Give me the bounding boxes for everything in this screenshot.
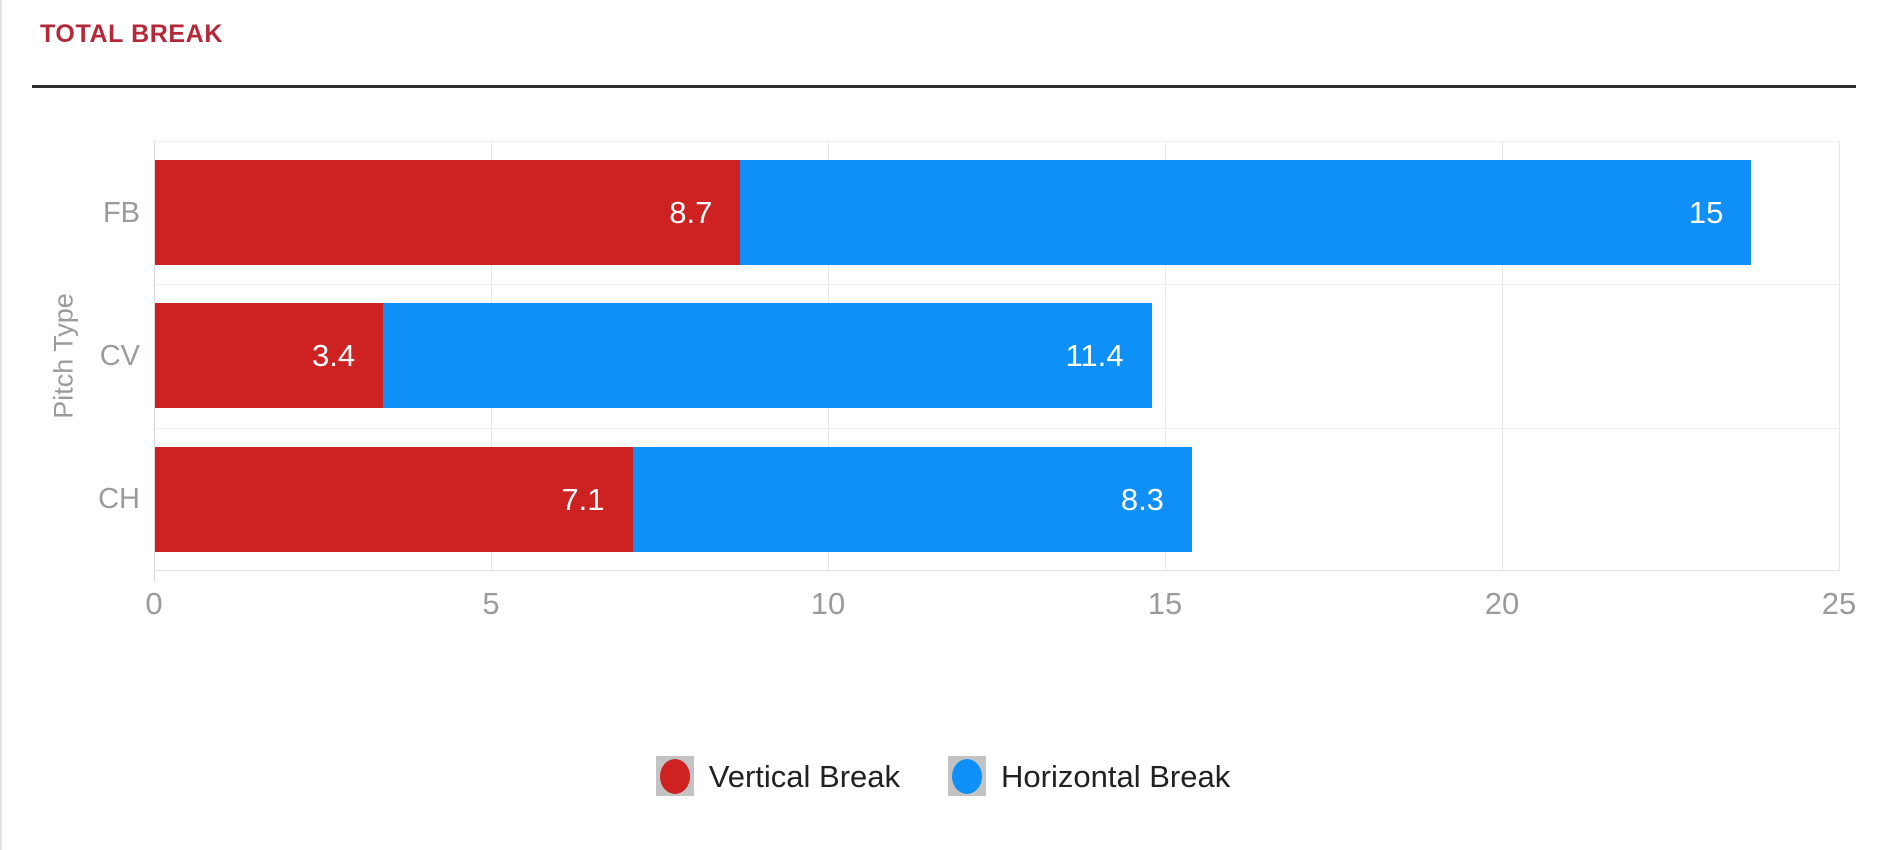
legend-item-vertical-break[interactable]: Vertical Break bbox=[655, 756, 901, 796]
bar-segment-horizontal-break[interactable]: 15 bbox=[740, 160, 1752, 266]
bar-segment-horizontal-break[interactable]: 8.3 bbox=[632, 446, 1192, 552]
gridline bbox=[1165, 141, 1166, 571]
x-tick-label: 10 bbox=[810, 586, 846, 621]
stacked-bar: 7.1 8.3 bbox=[154, 446, 1192, 552]
category-label: CV bbox=[99, 340, 140, 372]
y-axis-line bbox=[154, 141, 155, 582]
bar-value-label: 3.4 bbox=[312, 338, 356, 374]
x-tick-label: 15 bbox=[1147, 586, 1183, 621]
x-tick-label: 0 bbox=[145, 586, 163, 621]
bar-value-label: 15 bbox=[1688, 195, 1724, 231]
legend-swatch bbox=[948, 756, 987, 796]
gridline bbox=[1839, 141, 1840, 571]
bar-row: 8.7 15 bbox=[154, 141, 1839, 284]
legend-label: Horizontal Break bbox=[1001, 758, 1231, 794]
bar-value-label: 8.7 bbox=[669, 195, 713, 231]
bar-row: 7.1 8.3 bbox=[154, 428, 1839, 571]
gridline bbox=[154, 141, 1839, 142]
bar-segment-horizontal-break[interactable]: 11.4 bbox=[383, 303, 1152, 409]
category-label: FB bbox=[102, 196, 140, 229]
bar-value-label: 11.4 bbox=[1065, 338, 1124, 374]
plot-area: 8.7 15 3.4 11.4 7.1 8.3 bbox=[154, 141, 1840, 571]
legend-item-horizontal-break[interactable]: Horizontal Break bbox=[948, 756, 1230, 796]
vertical-break-color-dot bbox=[659, 758, 690, 794]
gridline bbox=[154, 284, 1839, 286]
gridline bbox=[154, 427, 1839, 429]
bar-value-label: 8.3 bbox=[1120, 481, 1164, 517]
legend-swatch bbox=[655, 756, 694, 796]
bar-segment-vertical-break[interactable]: 7.1 bbox=[154, 446, 633, 552]
horizontal-break-color-dot bbox=[952, 758, 983, 794]
x-axis-line bbox=[154, 570, 1839, 571]
bar-row: 3.4 11.4 bbox=[154, 284, 1839, 427]
category-label: CH bbox=[98, 483, 140, 516]
bar-segment-vertical-break[interactable]: 3.4 bbox=[154, 303, 384, 409]
x-tick-label: 25 bbox=[1821, 586, 1857, 621]
x-tick-label: 20 bbox=[1484, 586, 1520, 621]
legend-label: Vertical Break bbox=[708, 758, 901, 794]
page-title: TOTAL BREAK bbox=[40, 20, 223, 48]
bar-segment-vertical-break[interactable]: 8.7 bbox=[154, 160, 741, 266]
bar-value-label: 7.1 bbox=[561, 481, 605, 517]
title-divider bbox=[32, 85, 1856, 88]
x-tick-label: 5 bbox=[482, 586, 500, 621]
legend: Vertical Break Horizontal Break bbox=[2, 756, 1884, 796]
stacked-bar: 8.7 15 bbox=[154, 160, 1752, 266]
stacked-bar: 3.4 11.4 bbox=[154, 303, 1152, 409]
gridline bbox=[1502, 141, 1503, 571]
